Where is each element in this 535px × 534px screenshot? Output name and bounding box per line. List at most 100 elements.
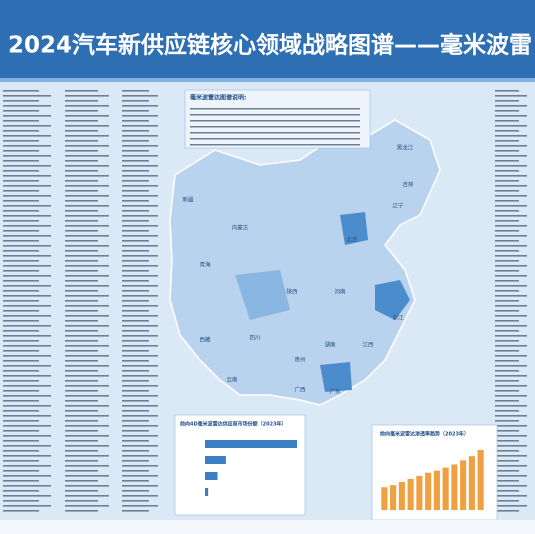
- text-line: [495, 330, 519, 332]
- bar: [205, 472, 218, 480]
- text-line: [65, 410, 98, 412]
- text-line: [495, 340, 519, 342]
- bar: [425, 472, 432, 510]
- text-line: [3, 465, 51, 467]
- text-line: [65, 455, 109, 457]
- text-line: [3, 315, 51, 317]
- text-line: [122, 160, 149, 162]
- text-line: [495, 115, 527, 117]
- text-line: [122, 140, 149, 142]
- text-line: [495, 375, 527, 377]
- text-line: [65, 140, 98, 142]
- text-line: [65, 500, 98, 502]
- text-line: [122, 385, 158, 387]
- text-line: [3, 160, 39, 162]
- text-line: [65, 155, 109, 157]
- province-label: 云南: [226, 376, 238, 384]
- text-line: [495, 210, 519, 212]
- text-line: [3, 425, 51, 427]
- text-line: [495, 320, 519, 322]
- text-line: [65, 260, 98, 262]
- text-line: [3, 260, 39, 262]
- text-line: [3, 310, 39, 312]
- text-line: [3, 90, 39, 92]
- text-line: [65, 95, 109, 97]
- chart-title: 前向毫米波雷达渗透率趋势（2023年）: [380, 431, 469, 438]
- text-line: [3, 340, 39, 342]
- text-line: [495, 410, 519, 412]
- text-line: [3, 430, 39, 432]
- text-line: [122, 495, 158, 497]
- text-line: [122, 180, 149, 182]
- text-line: [495, 135, 527, 137]
- bar: [205, 456, 226, 464]
- text-line: [122, 320, 149, 322]
- text-line: [3, 255, 51, 257]
- text-line: [495, 355, 527, 357]
- text-line: [122, 310, 149, 312]
- text-line: [3, 95, 51, 97]
- footer: [0, 520, 535, 534]
- province-label: 贵州: [294, 356, 305, 364]
- province-label: 青海: [199, 261, 211, 269]
- text-line: [495, 190, 519, 192]
- text-line: [122, 155, 158, 157]
- text-line: [495, 480, 519, 482]
- text-line: [495, 300, 519, 302]
- text-line: [495, 285, 527, 287]
- text-line: [3, 460, 39, 462]
- text-line: [65, 420, 98, 422]
- map-region: [340, 212, 368, 245]
- text-line: [122, 235, 158, 237]
- header-band: [0, 0, 535, 78]
- text-line: [3, 150, 39, 152]
- text-line: [122, 165, 158, 167]
- text-line: [122, 340, 149, 342]
- text-line: [65, 275, 109, 277]
- text-line: [495, 95, 527, 97]
- text-line: [3, 350, 39, 352]
- text-line: [3, 380, 39, 382]
- text-line: [190, 132, 360, 134]
- text-line: [3, 180, 39, 182]
- text-line: [495, 230, 519, 232]
- text-line: [122, 150, 149, 152]
- text-line: [65, 415, 109, 417]
- text-line: [3, 200, 39, 202]
- text-line: [3, 490, 39, 492]
- text-line: [122, 295, 158, 297]
- text-line: [3, 375, 51, 377]
- text-line: [3, 510, 39, 512]
- province-label: 河南: [334, 288, 346, 296]
- bar: [460, 460, 467, 510]
- text-line: [122, 345, 158, 347]
- text-line: [3, 475, 51, 477]
- text-line: [3, 140, 39, 142]
- text-line: [495, 500, 519, 502]
- text-line: [65, 280, 98, 282]
- text-line: [3, 105, 51, 107]
- text-line: [65, 320, 98, 322]
- text-line: [65, 205, 109, 207]
- text-line: [65, 465, 109, 467]
- text-line: [122, 120, 149, 122]
- text-line: [495, 290, 519, 292]
- text-line: [65, 385, 109, 387]
- text-line: [65, 335, 109, 337]
- text-line: [65, 285, 109, 287]
- text-line: [3, 300, 39, 302]
- text-line: [122, 355, 158, 357]
- text-line: [122, 365, 158, 367]
- text-line: [3, 235, 51, 237]
- text-line: [65, 470, 98, 472]
- bar: [468, 456, 475, 510]
- text-line: [65, 490, 98, 492]
- text-line: [3, 345, 51, 347]
- text-line: [65, 240, 98, 242]
- text-line: [3, 135, 51, 137]
- bar: [398, 482, 405, 510]
- text-line: [65, 395, 109, 397]
- text-line: [3, 445, 51, 447]
- text-line: [122, 245, 158, 247]
- text-line: [495, 195, 527, 197]
